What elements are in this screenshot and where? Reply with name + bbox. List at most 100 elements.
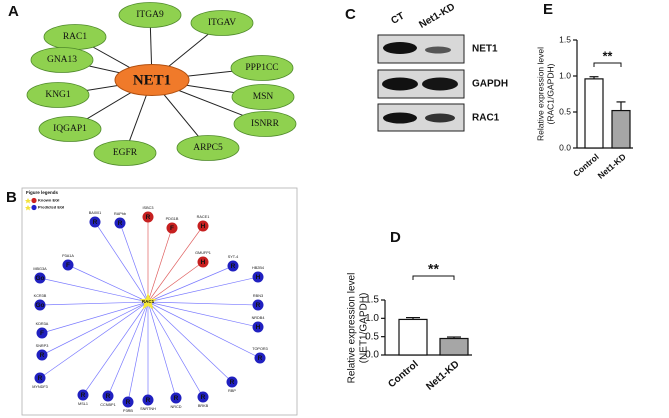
gene-node bbox=[118, 2, 182, 28]
node-label: MBG3A bbox=[33, 267, 47, 271]
gene-node bbox=[252, 321, 264, 333]
gene-node bbox=[102, 390, 114, 402]
bar bbox=[439, 337, 469, 356]
edge bbox=[147, 225, 204, 303]
blot-band bbox=[383, 42, 417, 54]
gene-node bbox=[252, 271, 264, 283]
gene-node bbox=[176, 135, 240, 161]
edge bbox=[147, 301, 259, 328]
node-letter: R bbox=[126, 399, 131, 406]
blot-band bbox=[425, 113, 455, 123]
node-label: RACE1 bbox=[197, 215, 210, 219]
gene-label: KNG1 bbox=[45, 90, 71, 100]
gene-node bbox=[34, 299, 46, 311]
legend-star bbox=[25, 198, 31, 204]
panel-label: D bbox=[390, 229, 401, 246]
node-label: ISBC3 bbox=[143, 206, 154, 210]
network-b: RISBC3RBAI001RRAPhbFPDG1BHRACE1HGMUFP1RS… bbox=[32, 206, 268, 413]
gene-node bbox=[93, 140, 157, 166]
node-label: BAI001 bbox=[89, 211, 101, 215]
y-axis-label: Relative expression level bbox=[535, 47, 545, 141]
node-letter: R bbox=[38, 375, 43, 382]
edge bbox=[147, 301, 261, 359]
node-label: RBN3 bbox=[253, 294, 263, 298]
node-label: NRDB4 bbox=[252, 316, 265, 320]
node-letter: R bbox=[81, 392, 86, 399]
node-label: NRCD bbox=[171, 405, 182, 409]
edge bbox=[147, 301, 177, 399]
node-letter: R bbox=[231, 263, 236, 270]
node-letter: R bbox=[40, 352, 45, 359]
gene-node bbox=[197, 220, 209, 232]
node-label: RAPhb bbox=[114, 212, 126, 216]
node-letter: R bbox=[230, 379, 235, 386]
gene-node bbox=[26, 82, 90, 108]
x-tick-label: Control bbox=[386, 359, 420, 390]
node-letter: R bbox=[201, 394, 206, 401]
gene-node bbox=[166, 222, 178, 234]
panel-label: A bbox=[8, 3, 19, 20]
node-label: MSL1 bbox=[78, 402, 88, 406]
y-tick-label: 1.5 bbox=[559, 34, 571, 44]
node-letter: R bbox=[106, 393, 111, 400]
center-label: RAC1 bbox=[142, 299, 155, 304]
gene-node bbox=[114, 217, 126, 229]
edge bbox=[39, 301, 149, 379]
edge bbox=[94, 221, 149, 303]
gene-node bbox=[233, 111, 297, 137]
gene-node bbox=[142, 394, 154, 406]
edge bbox=[147, 261, 204, 303]
panel-label: B bbox=[6, 189, 17, 206]
y-tick-label: 0.5 bbox=[365, 331, 379, 342]
edge bbox=[67, 264, 149, 303]
gene-node bbox=[230, 55, 294, 81]
node-label: KDR3A bbox=[36, 322, 49, 326]
panel-label: E bbox=[543, 1, 553, 18]
bar-chart: 0.0 0.5 1.0 1.5 Relative expression level (NE… bbox=[347, 261, 472, 393]
x-tick-label: Net1-KD bbox=[424, 359, 461, 393]
y-axis-label: (NET1/GAPDH) bbox=[359, 293, 370, 364]
gene-node bbox=[197, 391, 209, 403]
edge bbox=[39, 301, 149, 306]
bar bbox=[398, 318, 428, 356]
node-letter: Go bbox=[35, 302, 44, 309]
gene-label: EGFR bbox=[113, 148, 138, 158]
legend-star bbox=[25, 205, 31, 211]
edge bbox=[127, 301, 149, 403]
significance-label: ** bbox=[603, 49, 613, 63]
node-label: MYNDF3 bbox=[32, 385, 48, 389]
node-label: SNRTNH bbox=[140, 407, 156, 411]
gene-node bbox=[190, 10, 254, 36]
gene-label: GNA13 bbox=[47, 55, 77, 65]
gene-node bbox=[30, 47, 94, 73]
legend-text: Known EGI bbox=[38, 198, 59, 203]
gene-node bbox=[77, 389, 89, 401]
node-label: KCR3B bbox=[34, 294, 47, 298]
node-label: CCNBP1 bbox=[100, 403, 115, 407]
gene-node bbox=[36, 327, 48, 339]
node-letter: R bbox=[93, 219, 98, 226]
significance-bracket bbox=[593, 62, 622, 67]
edge bbox=[147, 301, 259, 306]
gene-node bbox=[36, 349, 48, 361]
gene-label: PPP1CC bbox=[245, 63, 278, 73]
blot-row-label: RAC1 bbox=[472, 113, 500, 124]
node-label: P3A1A bbox=[62, 254, 74, 258]
edge bbox=[107, 301, 149, 397]
node-letter: H bbox=[256, 274, 261, 281]
node-label: PDG1B bbox=[166, 217, 179, 221]
node-label: GMUFP1 bbox=[195, 251, 211, 255]
gene-label: IQGAP1 bbox=[53, 124, 87, 134]
gene-label: ITGAV bbox=[208, 18, 236, 28]
edge bbox=[147, 227, 173, 303]
gene-label: ARPC5 bbox=[193, 143, 223, 153]
gene-node bbox=[227, 260, 239, 272]
gene-node bbox=[62, 259, 74, 271]
gene-node bbox=[89, 216, 101, 228]
gene-node bbox=[38, 116, 102, 142]
node-letter: H bbox=[201, 223, 206, 230]
legend-dot bbox=[31, 197, 37, 204]
y-tick-label: 0.0 bbox=[365, 350, 379, 361]
network-a: RAC1 ITGA9 ITGAV PPP1CC MSN ISNRR ARPC5 EGFR IQG… bbox=[26, 2, 297, 166]
